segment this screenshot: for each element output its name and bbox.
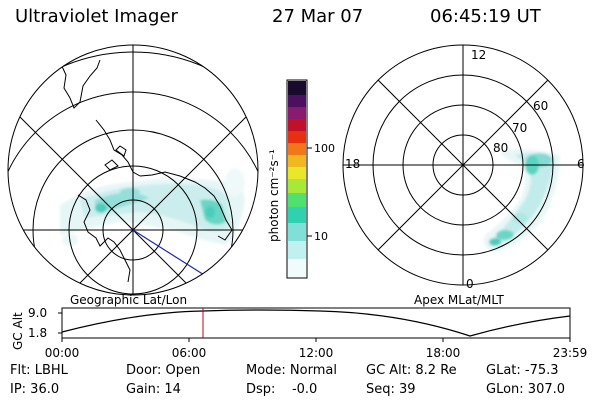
timeline-xtick-2: 12:00 [299, 346, 334, 360]
color-bar [286, 79, 312, 279]
info-glat: GLat: -75.3 [486, 363, 559, 378]
mlt-label-12: 12 [471, 48, 486, 62]
geographic-map [8, 45, 258, 295]
mlt-label-6: 6 [577, 157, 585, 171]
apex-panel-label: Apex MLat/MLT [414, 293, 504, 307]
info-gc-alt: GC Alt: 8.2 Re [366, 363, 457, 378]
timeline-xtick-0: 00:00 [45, 346, 80, 360]
apex-map [343, 45, 583, 285]
altitude-timeline [58, 307, 571, 342]
altitude-curve [61, 309, 571, 337]
date-label: 27 Mar 07 [272, 6, 364, 27]
mlt-label-18: 18 [345, 157, 360, 171]
timeline-ylabel: GC Alt [11, 312, 25, 350]
info-ip: IP: 36.0 [10, 382, 60, 397]
info-gain: Gain: 14 [126, 382, 181, 397]
geo-aurora [60, 168, 245, 246]
info-door: Door: Open [126, 363, 201, 378]
mlat-label-60: 60 [533, 99, 548, 113]
geo-panel-label: Geographic Lat/Lon [70, 293, 187, 307]
info-filter: Flt: LBHL [10, 363, 68, 378]
mlt-label-0: 0 [466, 277, 474, 291]
info-seq: Seq: 39 [366, 382, 416, 397]
apex-panel-border [342, 44, 584, 286]
info-mode: Mode: Normal [246, 363, 337, 378]
colorbar-tick-100: 100 [314, 142, 335, 155]
mlat-label-80: 80 [493, 141, 508, 155]
colorbar-unit-label: photon cm⁻²s⁻¹ [267, 149, 281, 242]
timeline-ytick-bottom: 1.8 [28, 326, 47, 340]
timeline-xtick-1: 06:00 [172, 346, 207, 360]
mlat-label-70: 70 [512, 121, 527, 135]
page-title: Ultraviolet Imager [15, 6, 178, 27]
timeline-xtick-4: 23:59 [553, 346, 588, 360]
time-label: 06:45:19 UT [430, 6, 541, 27]
geo-panel-border [7, 44, 259, 296]
colorbar-tick-10: 10 [314, 230, 328, 243]
timeline-ytick-top: 9.0 [28, 306, 47, 320]
info-dsp: Dsp: -0.0 [246, 382, 318, 397]
info-glon: GLon: 307.0 [486, 382, 566, 397]
timeline-xtick-3: 18:00 [426, 346, 461, 360]
apex-aurora [483, 149, 560, 252]
